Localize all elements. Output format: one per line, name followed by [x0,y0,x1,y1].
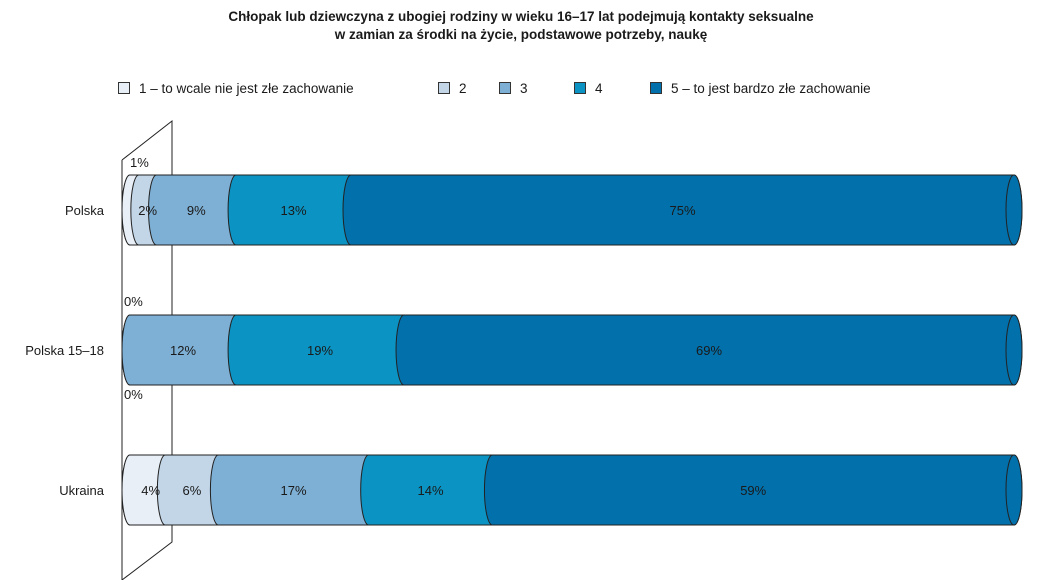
data-label: 69% [696,343,722,358]
chart-title-line-1: Chłopak lub dziewczyna z ubogiej rodziny… [228,9,814,24]
data-label: 0% [124,294,143,309]
bar-right-cap [1005,314,1023,386]
legend-label-3: 3 [520,81,528,96]
data-label: 14% [418,483,444,498]
chart-title: Chłopak lub dziewczyna z ubogiej rodziny… [0,8,1042,44]
category-label: Polska [65,203,105,218]
data-label: 13% [281,203,307,218]
data-label: 0% [124,387,143,402]
bars-layer [121,174,1023,526]
data-label: 19% [307,343,333,358]
data-label: 12% [170,343,196,358]
legend-swatch-5 [650,82,662,94]
data-label: 59% [740,483,766,498]
legend-label-4: 4 [595,81,603,96]
labels-layer: Polska 1% 2% 9% 13% 75% Polska 15–18 0% 0% 12% 19%… [25,155,766,498]
data-label: 2% [138,203,157,218]
legend-swatch-4 [574,82,586,94]
legend-label-1: 1 – to wcale nie jest złe zachowanie [139,81,354,96]
category-label: Polska 15–18 [25,343,104,358]
data-label: 75% [669,203,695,218]
data-label: 4% [141,483,160,498]
bar-right-cap [1005,174,1023,246]
legend-swatch-3 [499,82,511,94]
legend-label-2: 2 [459,81,467,96]
legend-swatch-2 [438,82,450,94]
data-label: 9% [187,203,206,218]
category-label: Ukraina [59,483,105,498]
data-label: 6% [182,483,201,498]
legend-swatch-1 [118,82,130,94]
legend-label-5: 5 – to jest bardzo złe zachowanie [671,81,871,96]
chart-title-line-2: w zamian za środki na życie, podstawowe … [334,27,708,42]
data-label: 17% [281,483,307,498]
data-label: 1% [130,155,149,170]
bar-right-cap [1005,454,1023,526]
